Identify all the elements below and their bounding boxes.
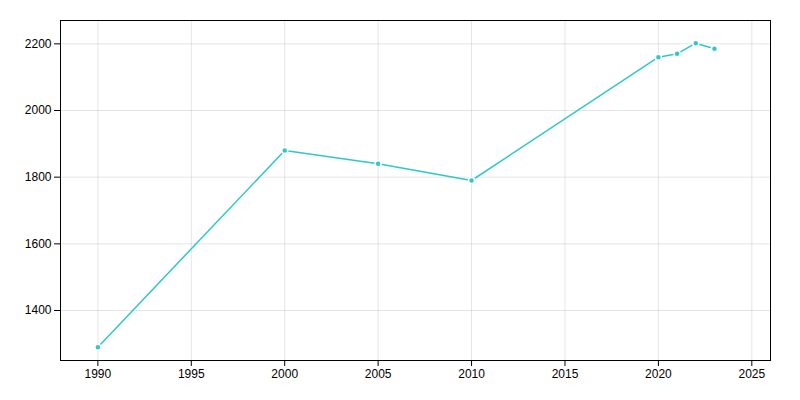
svg-text:1400: 1400 [25, 303, 52, 317]
svg-text:2025: 2025 [738, 367, 765, 381]
svg-text:2020: 2020 [645, 367, 672, 381]
svg-text:1600: 1600 [25, 237, 52, 251]
svg-text:1800: 1800 [25, 170, 52, 184]
svg-text:2015: 2015 [552, 367, 579, 381]
svg-text:2000: 2000 [25, 103, 52, 117]
svg-text:1990: 1990 [85, 367, 112, 381]
svg-text:1995: 1995 [178, 367, 205, 381]
svg-text:2010: 2010 [458, 367, 485, 381]
svg-text:2000: 2000 [271, 367, 298, 381]
svg-text:2005: 2005 [365, 367, 392, 381]
svg-text:2200: 2200 [25, 37, 52, 51]
